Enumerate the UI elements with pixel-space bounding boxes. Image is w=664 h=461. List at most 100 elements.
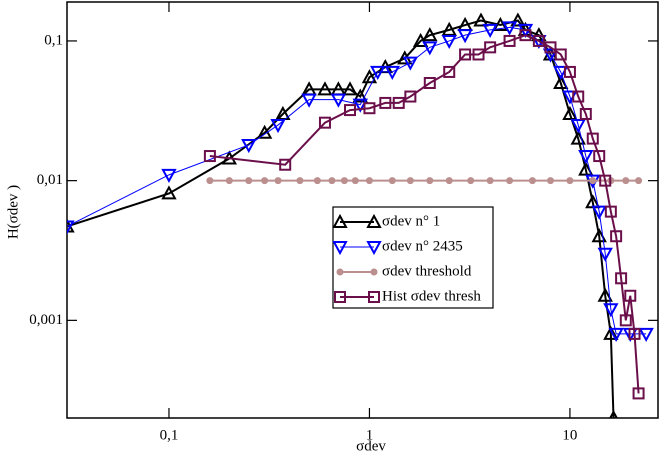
marker [330, 93, 347, 108]
marker [392, 96, 405, 109]
marker [635, 177, 643, 185]
marker [572, 90, 585, 103]
marker [366, 241, 382, 256]
marker [296, 177, 304, 185]
marker [361, 69, 378, 84]
marker [570, 119, 586, 134]
marker [275, 105, 291, 120]
marker [506, 177, 514, 185]
marker [336, 268, 344, 276]
marker [546, 177, 554, 185]
marker [318, 116, 331, 129]
x-tick-label: 0,1 [160, 427, 179, 443]
marker [328, 177, 336, 185]
marker [591, 205, 607, 220]
legend-label: σdev n° 1 [382, 213, 440, 229]
series-line [67, 26, 647, 335]
marker [472, 48, 485, 61]
marker [406, 177, 414, 185]
y-tick-label: 0,01 [37, 172, 63, 188]
plot-frame [66, 1, 659, 419]
marker [245, 177, 253, 185]
marker [301, 93, 317, 108]
marker [443, 65, 456, 78]
marker [241, 138, 257, 154]
marker [368, 291, 380, 303]
marker [578, 161, 594, 176]
marker [379, 96, 392, 109]
marker [486, 177, 494, 185]
marker [597, 287, 613, 302]
plot-area [67, 12, 654, 418]
y-axis-label: H(σdev ) [5, 185, 21, 239]
axes: 0,1 1 10 0,001 0,01 0,1 [29, 2, 658, 443]
marker [510, 12, 526, 27]
marker [445, 177, 453, 185]
marker [554, 48, 567, 61]
marker [317, 81, 333, 96]
marker [484, 41, 497, 54]
marker [261, 177, 269, 185]
marker [279, 158, 292, 171]
marker [579, 107, 592, 120]
marker [467, 177, 475, 185]
marker [593, 150, 606, 163]
marker [532, 34, 545, 47]
marker [363, 102, 376, 115]
marker [344, 104, 357, 117]
marker [313, 177, 321, 185]
marker [628, 327, 641, 340]
marker [388, 177, 396, 185]
marker [638, 327, 654, 342]
marker [519, 29, 532, 42]
marker [604, 205, 617, 218]
marker [423, 76, 436, 89]
marker [441, 21, 457, 36]
marker [366, 213, 382, 228]
marker [589, 177, 597, 185]
marker [624, 289, 637, 302]
marker [528, 177, 536, 185]
marker [473, 12, 489, 27]
marker [503, 34, 516, 47]
marker [365, 177, 373, 185]
marker [402, 56, 419, 71]
y-tick-label: 0,1 [44, 32, 63, 48]
marker [206, 177, 214, 185]
marker [632, 387, 645, 400]
x-tick-label: 10 [562, 427, 577, 443]
marker [351, 177, 359, 185]
marker [422, 27, 438, 42]
marker [332, 241, 348, 256]
marker [609, 409, 618, 418]
marker [161, 185, 177, 200]
marker [426, 177, 434, 185]
marker [457, 29, 473, 44]
marker [422, 41, 438, 56]
marker [370, 65, 386, 81]
marker [404, 90, 417, 103]
y-tick-label: 0,001 [29, 312, 63, 328]
marker [274, 177, 282, 185]
marker [622, 177, 630, 185]
marker [352, 98, 368, 113]
marker [553, 65, 569, 81]
marker [608, 327, 624, 342]
marker [542, 48, 559, 63]
marker [482, 23, 498, 38]
marker [334, 291, 346, 303]
marker [619, 314, 632, 327]
marker [67, 220, 75, 235]
legend-label: σdev n° 2435 [382, 238, 463, 254]
legend-label: Hist σdev thresh [382, 288, 481, 304]
marker [501, 21, 518, 36]
legend: σdev n° 1 σdev n° 2435 σdev threshold Hist … [332, 206, 494, 309]
marker [553, 74, 569, 89]
marker [586, 132, 599, 145]
marker [441, 34, 457, 50]
marker [566, 177, 574, 185]
marker [599, 174, 612, 187]
marker [459, 48, 472, 61]
marker [578, 150, 594, 165]
